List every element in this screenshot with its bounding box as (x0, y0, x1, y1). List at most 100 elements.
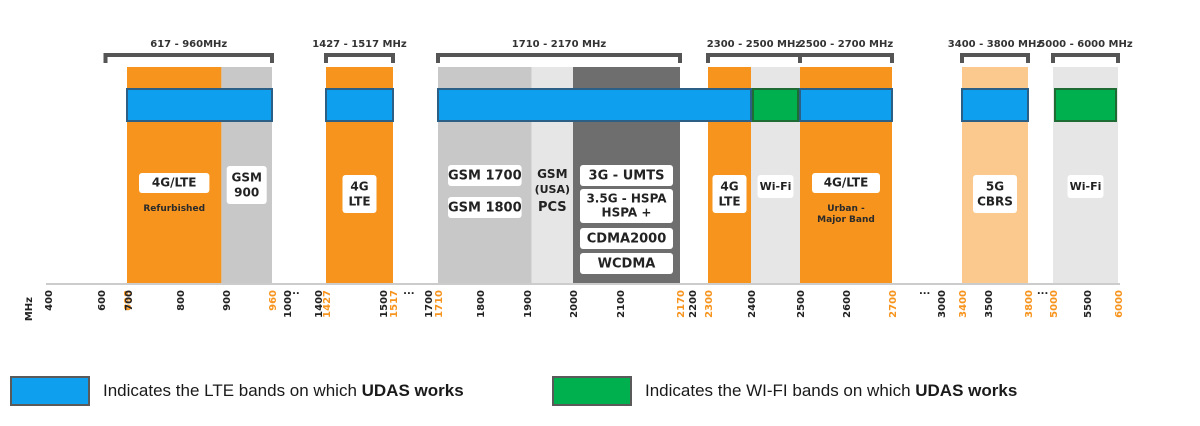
tick-label-16: 1800 (476, 290, 487, 318)
tick-label-11: 1500 (379, 290, 390, 318)
band-9-label-box (973, 175, 1017, 213)
tick-label-28: 3000 (937, 290, 948, 318)
band-0-label-text-0: 4G/LTE (152, 176, 197, 190)
tick-label-6: 960 (268, 290, 279, 311)
tick-label-17: 1900 (523, 290, 534, 318)
band-2-label-text-1: LTE (348, 194, 370, 208)
band-1-label-text-1: 900 (234, 185, 259, 199)
tick-label-23: 2400 (747, 290, 758, 318)
band-0-label-box (139, 173, 210, 193)
band-4-label-text-0: GSM (537, 167, 567, 181)
range-bracket-label-5: 3400 - 3800 MHz (948, 39, 1043, 50)
lte-legend-swatch (10, 376, 90, 406)
band-3-label-a-text-0: GSM 1700 (448, 168, 522, 183)
band-6-label-box (712, 175, 747, 213)
band-6-label-text-1: LTE (718, 194, 740, 208)
band-5-label-a-text-0: 3G - UMTS (589, 168, 665, 183)
band-2-label-box (342, 175, 377, 213)
band-1-label-box (226, 166, 267, 204)
band-5-label-b-text-0: 3.5G - HSPA (586, 192, 667, 206)
band-7-label-text-0: Wi-Fi (760, 180, 792, 193)
tick-label-30: 3500 (984, 290, 995, 318)
tick-label-29: 3400 (958, 290, 969, 318)
tick-label-2: 698 (123, 290, 134, 311)
tick-label-22: 2300 (704, 290, 715, 318)
band-8-label-text-0: 4G/LTE (824, 176, 869, 190)
tick-label-12: 1517 (389, 290, 400, 318)
range-bracket-5 (960, 53, 1030, 63)
band-0-label-sub-0: Refurbished (143, 204, 205, 214)
range-bracket-label-6: 5000 - 6000 MHz (1038, 39, 1133, 50)
tick-label-15: 1710 (434, 290, 445, 318)
band-9-label-text-1: CBRS (977, 194, 1013, 208)
tick-label-9: 1400 (314, 290, 325, 318)
band-9-label-text-0: 5G (986, 179, 1004, 193)
wifi-legend-label: Indicates the WI-FI bands on which UDAS … (645, 381, 1018, 400)
wifi-bar-1 (1054, 88, 1117, 122)
range-bracket-0 (103, 53, 274, 63)
band-1-label-text-0: GSM (231, 170, 261, 184)
range-bracket-label-4: 2500 - 2700 MHz (799, 39, 894, 50)
band-10-label-text-0: Wi-Fi (1070, 180, 1102, 193)
tick-dots-8: ... (288, 286, 299, 297)
range-bracket-2 (436, 53, 682, 63)
tick-dots-13: ... (403, 286, 414, 297)
band-5-label-d-text-0: WCDMA (598, 256, 656, 271)
tick-label-14: 1700 (424, 290, 435, 318)
tick-label-7: 1000 (283, 290, 294, 318)
band-3-label-a-box (448, 165, 522, 186)
band-5-label-c-box (580, 228, 673, 249)
range-bracket-4 (798, 53, 894, 63)
tick-label-4: 800 (176, 290, 187, 311)
tick-label-19: 2100 (616, 290, 627, 318)
range-bracket-6 (1051, 53, 1120, 63)
band-5-label-b-text-1: HSPA + (602, 206, 652, 220)
band-6-label-text-0: 4G (720, 179, 738, 193)
range-bracket-3 (706, 53, 802, 63)
band-3-label-b-text-0: GSM 1800 (448, 200, 522, 215)
wifi-legend-swatch (552, 376, 632, 406)
band-10-label-box (1067, 175, 1104, 198)
lte-legend-label: Indicates the LTE bands on which UDAS wo… (103, 381, 464, 400)
band-5-label-a-box (580, 165, 673, 186)
tick-label-21: 2200 (688, 290, 699, 318)
tick-label-18: 2000 (569, 290, 580, 318)
band-5-label-d-box (580, 253, 673, 274)
lte-bar-2 (437, 88, 752, 122)
band-2-label-text-0: 4G (350, 179, 368, 193)
tick-label-31: 3800 (1024, 290, 1035, 318)
unit-label: MHz (24, 297, 35, 321)
tick-dots-32: ... (1037, 286, 1048, 297)
tick-label-26: 2700 (888, 290, 899, 318)
lte-bar-3 (799, 88, 893, 122)
band-5-label-b-box (580, 189, 673, 223)
tick-dots-27: ... (919, 286, 930, 297)
band-8-label-sub-0: Urban - (827, 204, 865, 214)
range-bracket-label-1: 1427 - 1517 MHz (312, 39, 407, 50)
tick-label-25: 2600 (842, 290, 853, 318)
tick-label-0: 400 (44, 290, 55, 311)
band-4-label-text-1: (USA) (535, 183, 570, 196)
tick-label-3: 700 (124, 290, 135, 311)
range-bracket-1 (324, 53, 395, 63)
band-5-label-c-text-0: CDMA2000 (587, 231, 667, 246)
band-3-label-b-box (448, 197, 522, 218)
tick-label-33: 5000 (1049, 290, 1060, 318)
tick-label-35: 6000 (1114, 290, 1125, 318)
tick-label-34: 5500 (1083, 290, 1094, 318)
band-8-label-box (812, 173, 880, 193)
range-bracket-label-3: 2300 - 2500 MHz (707, 39, 802, 50)
tick-label-24: 2500 (796, 290, 807, 318)
range-bracket-label-2: 1710 - 2170 MHz (512, 39, 607, 50)
lte-bar-4 (961, 88, 1029, 122)
tick-label-20: 2170 (676, 290, 687, 318)
wifi-bar-0 (752, 88, 799, 122)
tick-label-5: 900 (222, 290, 233, 311)
band-4-label-text-2: PCS (538, 200, 567, 215)
band-7-label-box (757, 175, 794, 198)
lte-bar-0 (126, 88, 273, 122)
band-8-label-sub-1: Major Band (817, 215, 875, 225)
lte-bar-1 (325, 88, 394, 122)
range-bracket-label-0: 617 - 960MHz (150, 39, 227, 50)
